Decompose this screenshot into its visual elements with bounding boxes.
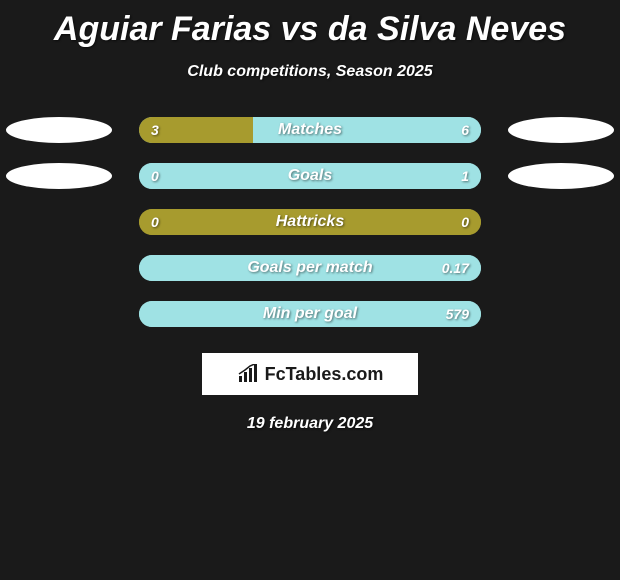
stat-label: Matches xyxy=(139,117,481,143)
stat-row: 579Min per goal xyxy=(0,301,620,327)
stat-row: 36Matches xyxy=(0,117,620,143)
stat-label: Hattricks xyxy=(139,209,481,235)
stat-row: 0.17Goals per match xyxy=(0,255,620,281)
stat-bar: 36Matches xyxy=(139,117,481,143)
stat-bar: 0.17Goals per match xyxy=(139,255,481,281)
stat-label: Min per goal xyxy=(139,301,481,327)
stat-bar: 00Hattricks xyxy=(139,209,481,235)
stat-row: 01Goals xyxy=(0,163,620,189)
stat-label: Goals per match xyxy=(139,255,481,281)
comparison-subtitle: Club competitions, Season 2025 xyxy=(0,63,620,81)
player-avatar-right xyxy=(508,163,614,189)
comparison-date: 19 february 2025 xyxy=(0,415,620,433)
comparison-title: Aguiar Farias vs da Silva Neves xyxy=(0,0,620,49)
stat-bar: 579Min per goal xyxy=(139,301,481,327)
player-avatar-left xyxy=(6,117,112,143)
stat-row: 00Hattricks xyxy=(0,209,620,235)
bar-chart-icon xyxy=(237,364,259,384)
stat-label: Goals xyxy=(139,163,481,189)
stat-bar: 01Goals xyxy=(139,163,481,189)
fctables-logo: FcTables.com xyxy=(202,353,418,395)
stat-rows: 36Matches 01Goals 00Hattricks 0.17Goals per… xyxy=(0,117,620,327)
logo-text: FcTables.com xyxy=(265,364,384,385)
player-avatar-left xyxy=(6,163,112,189)
player-avatar-right xyxy=(508,117,614,143)
